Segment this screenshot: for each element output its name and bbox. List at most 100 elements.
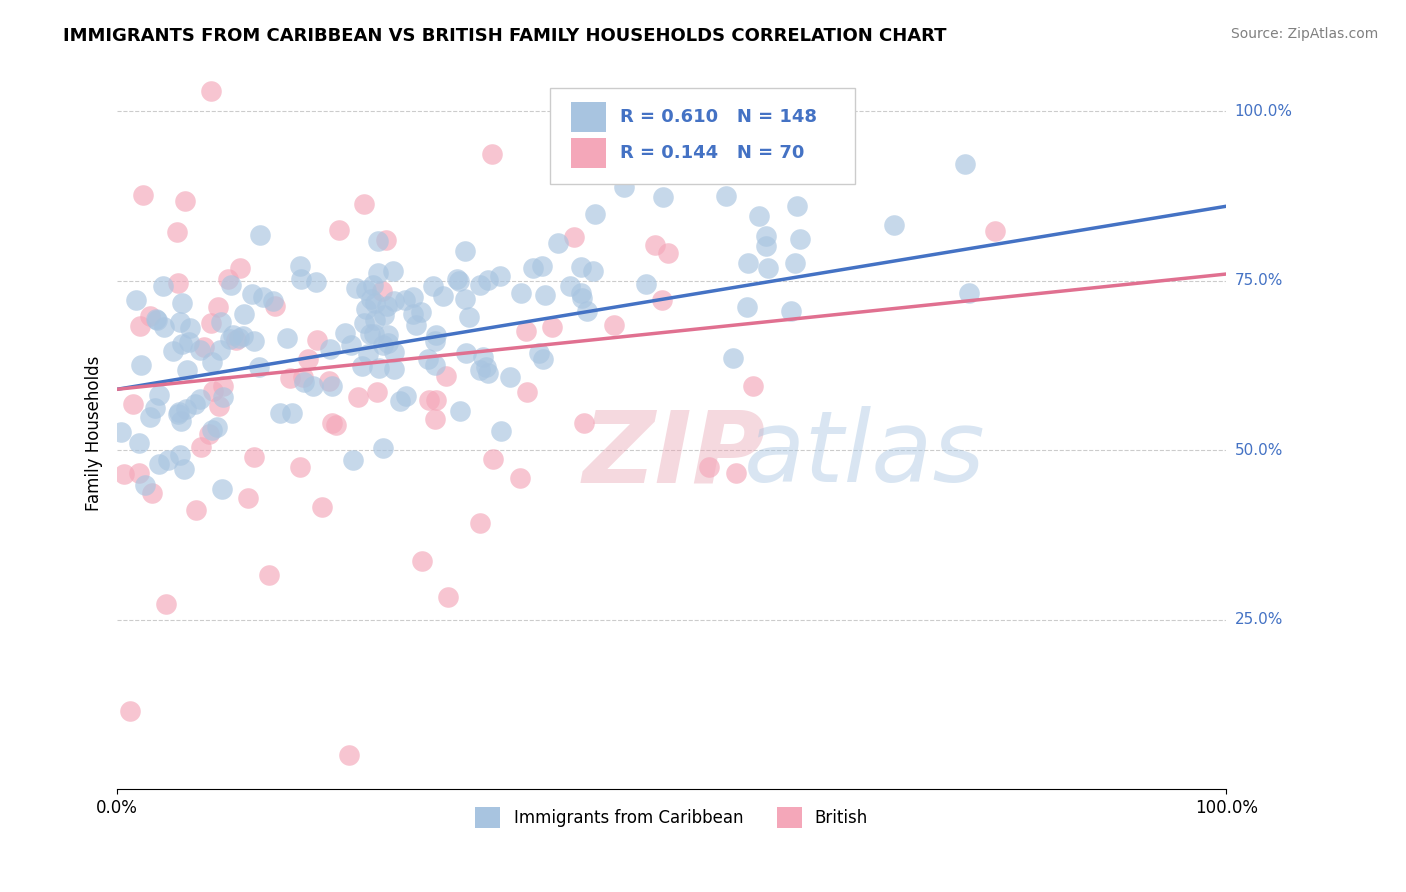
Point: [489, 424, 512, 438]
Point: [366, 385, 388, 400]
Point: [373, 442, 395, 456]
Point: [148, 388, 170, 402]
Point: [357, 347, 380, 361]
FancyBboxPatch shape: [550, 88, 855, 185]
Point: [157, 453, 180, 467]
Point: [128, 436, 150, 450]
Point: [651, 293, 673, 308]
Point: [141, 486, 163, 500]
Point: [516, 384, 538, 399]
Point: [416, 351, 439, 366]
Point: [482, 451, 505, 466]
Point: [280, 406, 302, 420]
Point: [172, 336, 194, 351]
Point: [131, 358, 153, 372]
Point: [205, 419, 228, 434]
Point: [515, 324, 537, 338]
Point: [200, 84, 222, 98]
Point: [405, 318, 427, 333]
Point: [603, 318, 626, 332]
Point: [423, 358, 446, 372]
Point: [290, 259, 312, 273]
Point: [449, 404, 471, 418]
Point: [201, 423, 224, 437]
Point: [174, 194, 197, 208]
Point: [509, 471, 531, 485]
Point: [541, 319, 564, 334]
Point: [651, 190, 673, 204]
Point: [547, 236, 569, 251]
Point: [534, 288, 557, 302]
Point: [377, 328, 399, 343]
Point: [170, 414, 193, 428]
FancyBboxPatch shape: [571, 103, 606, 132]
Point: [558, 278, 581, 293]
Point: [264, 299, 287, 313]
Point: [786, 198, 808, 212]
Point: [128, 467, 150, 481]
Point: [292, 375, 315, 389]
Point: [166, 408, 188, 422]
Point: [748, 209, 770, 223]
Point: [240, 286, 263, 301]
Point: [225, 333, 247, 347]
Point: [155, 597, 177, 611]
Point: [166, 225, 188, 239]
Point: [373, 309, 395, 323]
Point: [342, 453, 364, 467]
Point: [169, 404, 191, 418]
Point: [657, 245, 679, 260]
Point: [257, 567, 280, 582]
Point: [360, 292, 382, 306]
Y-axis label: Family Households: Family Households: [86, 356, 103, 511]
Point: [409, 305, 432, 319]
Point: [207, 301, 229, 315]
Point: [145, 312, 167, 326]
Point: [984, 224, 1007, 238]
Point: [454, 293, 477, 307]
Point: [636, 277, 658, 291]
Point: [394, 293, 416, 307]
Point: [783, 256, 806, 270]
Point: [724, 466, 747, 480]
Point: [477, 273, 499, 287]
Point: [789, 232, 811, 246]
Point: [425, 392, 447, 407]
Point: [212, 379, 235, 393]
Point: [356, 302, 378, 317]
Point: [184, 502, 207, 516]
Point: [714, 188, 737, 202]
Point: [780, 304, 803, 318]
Point: [375, 233, 398, 247]
Point: [243, 450, 266, 464]
Point: [411, 554, 433, 568]
Point: [252, 290, 274, 304]
Point: [367, 266, 389, 280]
Text: R = 0.610   N = 148: R = 0.610 N = 148: [620, 108, 817, 127]
Point: [179, 320, 201, 334]
Point: [582, 264, 605, 278]
Point: [583, 207, 606, 221]
Point: [201, 384, 224, 399]
Point: [737, 256, 759, 270]
Point: [328, 223, 350, 237]
Point: [121, 397, 143, 411]
Point: [699, 460, 721, 475]
Point: [177, 334, 200, 349]
Point: [389, 394, 412, 409]
Point: [364, 313, 387, 327]
Point: [262, 294, 284, 309]
Point: [755, 228, 778, 243]
Point: [364, 296, 387, 310]
Point: [110, 425, 132, 439]
Point: [382, 362, 405, 376]
Point: [269, 406, 291, 420]
Point: [418, 392, 440, 407]
Point: [356, 283, 378, 297]
Point: [755, 239, 778, 253]
Point: [143, 401, 166, 415]
Point: [325, 417, 347, 432]
Point: [447, 273, 470, 287]
Point: [953, 156, 976, 170]
Point: [575, 303, 598, 318]
